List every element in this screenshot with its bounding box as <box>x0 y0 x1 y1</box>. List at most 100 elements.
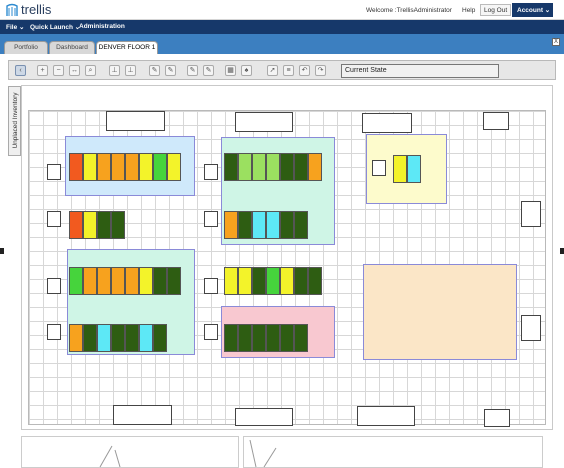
rack-cabinet[interactable] <box>308 267 322 295</box>
rack-cabinet[interactable] <box>294 267 308 295</box>
rack-cabinet[interactable] <box>238 267 252 295</box>
rack-cabinet[interactable] <box>280 153 294 181</box>
help-link[interactable]: Help <box>462 7 476 14</box>
equipment-box[interactable] <box>204 164 218 180</box>
edit-icon[interactable]: ✎ <box>149 65 160 76</box>
rack-cabinet[interactable] <box>97 267 111 295</box>
rack-cabinet[interactable] <box>238 153 252 181</box>
rack-cabinet[interactable] <box>266 153 280 181</box>
rack-cabinet[interactable] <box>83 324 97 352</box>
tab-portfolio[interactable]: Portfolio <box>4 41 48 54</box>
rack-cabinet[interactable] <box>294 211 308 239</box>
zoom-out-icon[interactable]: − <box>53 65 64 76</box>
rack-cabinet[interactable] <box>125 153 139 181</box>
rack-cabinet[interactable] <box>111 211 125 239</box>
equipment-box[interactable] <box>484 409 510 427</box>
pencil-alt-icon[interactable]: ✎ <box>203 65 214 76</box>
equipment-box[interactable] <box>204 324 218 340</box>
rack-cabinet[interactable] <box>139 324 153 352</box>
equipment-box[interactable] <box>47 164 61 180</box>
rack-cabinet[interactable] <box>308 153 322 181</box>
rack-cabinet[interactable] <box>69 153 83 181</box>
rack-cabinet[interactable] <box>153 267 167 295</box>
equipment-box[interactable] <box>521 201 541 227</box>
equipment-box[interactable] <box>362 113 412 133</box>
rack-cabinet[interactable] <box>111 267 125 295</box>
equipment-box[interactable] <box>235 112 293 132</box>
rack-cabinet[interactable] <box>69 324 83 352</box>
equipment-box[interactable] <box>113 405 172 425</box>
rack-cabinet[interactable] <box>224 324 238 352</box>
edit-alt-icon[interactable]: ✎ <box>165 65 176 76</box>
menu-quick-launch[interactable]: Quick Launch ⌄ <box>30 24 81 31</box>
rack-cabinet[interactable] <box>125 267 139 295</box>
rack-cabinet[interactable] <box>83 211 97 239</box>
equipment-box[interactable] <box>372 160 386 176</box>
zoom-fit-icon[interactable]: ↔ <box>69 65 80 76</box>
rack-cabinet[interactable] <box>125 324 139 352</box>
account-button[interactable]: Account ⌄ <box>512 3 553 17</box>
current-state-dropdown[interactable]: Current State <box>341 64 499 78</box>
rack-cabinet[interactable] <box>224 211 238 239</box>
rack-cabinet[interactable] <box>266 267 280 295</box>
undo-icon[interactable]: ↶ <box>299 65 310 76</box>
rack-cabinet[interactable] <box>69 211 83 239</box>
layer-icon[interactable]: ▦ <box>225 65 236 76</box>
rack-cabinet[interactable] <box>280 324 294 352</box>
rack-cabinet[interactable] <box>97 324 111 352</box>
left-splitter-handle[interactable] <box>0 248 4 254</box>
search-icon[interactable]: ⌕ <box>85 65 96 76</box>
rack-cabinet[interactable] <box>407 155 421 183</box>
rack-cabinet[interactable] <box>153 153 167 181</box>
rack-cabinet[interactable] <box>167 267 181 295</box>
close-tab-button[interactable]: X <box>552 38 560 46</box>
rack-cabinet[interactable] <box>224 153 238 181</box>
rack-cabinet[interactable] <box>167 153 181 181</box>
menu-file[interactable]: File ⌄ <box>6 24 25 31</box>
tab-denver-floor-1[interactable]: DENVER FLOOR 1 <box>96 41 158 54</box>
rack-cabinet[interactable] <box>252 153 266 181</box>
rack-cabinet[interactable] <box>139 153 153 181</box>
equipment-box[interactable] <box>204 211 218 227</box>
rack-cabinet[interactable] <box>280 211 294 239</box>
rack-cabinet[interactable] <box>83 267 97 295</box>
zone-peach[interactable] <box>363 264 517 360</box>
equipment-box[interactable] <box>357 406 415 426</box>
rack-cabinet[interactable] <box>97 153 111 181</box>
rack-cabinet[interactable] <box>252 267 266 295</box>
zoom-in-icon[interactable]: + <box>37 65 48 76</box>
equipment-box[interactable] <box>204 278 218 294</box>
equipment-box[interactable] <box>521 315 541 341</box>
align-right-icon[interactable]: ⊥ <box>125 65 136 76</box>
rack-cabinet[interactable] <box>69 267 83 295</box>
right-splitter-handle[interactable] <box>560 248 564 254</box>
redo-icon[interactable]: ↷ <box>315 65 326 76</box>
equipment-box[interactable] <box>235 408 293 426</box>
rack-cabinet[interactable] <box>294 153 308 181</box>
equipment-box[interactable] <box>47 278 61 294</box>
layers-stack-icon[interactable]: ≡ <box>283 65 294 76</box>
rack-cabinet[interactable] <box>139 267 153 295</box>
pointer-icon[interactable]: ➚ <box>267 65 278 76</box>
rack-cabinet[interactable] <box>280 267 294 295</box>
back-icon[interactable]: ‹ <box>15 65 26 76</box>
rack-cabinet[interactable] <box>97 211 111 239</box>
rack-cabinet[interactable] <box>252 324 266 352</box>
align-left-icon[interactable]: ⊥ <box>109 65 120 76</box>
rack-cabinet[interactable] <box>238 324 252 352</box>
rack-cabinet[interactable] <box>153 324 167 352</box>
equipment-box[interactable] <box>483 112 509 130</box>
rack-cabinet[interactable] <box>393 155 407 183</box>
logout-button[interactable]: Log Out <box>480 4 512 16</box>
equipment-box[interactable] <box>47 211 61 227</box>
rack-cabinet[interactable] <box>266 324 280 352</box>
equipment-box[interactable] <box>47 324 61 340</box>
pencil-icon[interactable]: ✎ <box>187 65 198 76</box>
unplaced-inventory-tab[interactable]: Unplaced Inventory <box>8 86 21 156</box>
rack-cabinet[interactable] <box>111 153 125 181</box>
menu-administration[interactable]: Administration <box>79 23 125 30</box>
tab-dashboard[interactable]: Dashboard <box>49 41 95 54</box>
rack-cabinet[interactable] <box>224 267 238 295</box>
rack-cabinet[interactable] <box>111 324 125 352</box>
rack-cabinet[interactable] <box>266 211 280 239</box>
